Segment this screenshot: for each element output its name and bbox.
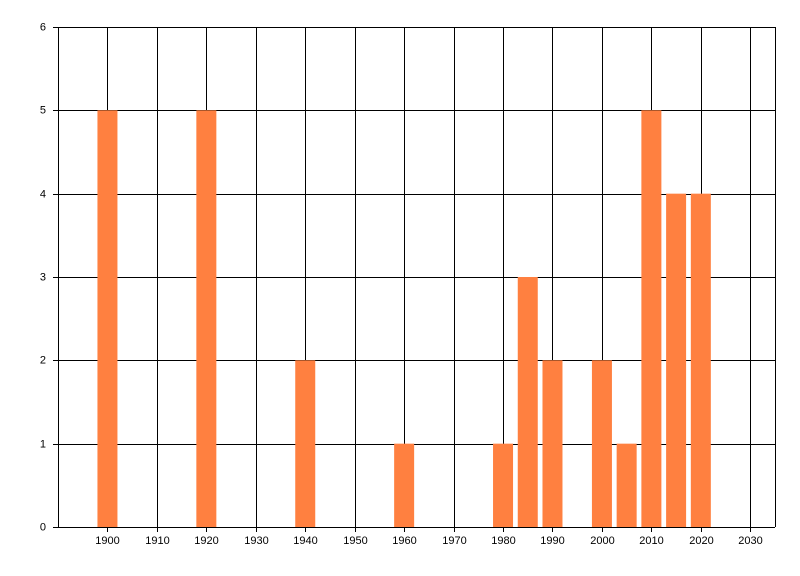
y-tick-label: 4: [40, 188, 46, 200]
bar: [196, 110, 217, 527]
x-tick-label: 1960: [392, 535, 416, 547]
bar: [641, 110, 662, 527]
x-tick-label: 2020: [689, 535, 713, 547]
bar: [394, 443, 415, 527]
y-tick-label: 3: [40, 271, 46, 283]
x-tick-label: 1980: [491, 535, 515, 547]
x-tick-label: 1950: [343, 535, 367, 547]
x-tick-label: 1920: [194, 535, 218, 547]
x-tick-label: 1970: [442, 535, 466, 547]
bar: [517, 277, 538, 527]
x-tick-label: 1910: [145, 535, 169, 547]
x-tick-label: 1930: [244, 535, 268, 547]
bar: [591, 360, 612, 527]
bar: [97, 110, 118, 527]
x-tick-label: 1940: [293, 535, 317, 547]
bar: [690, 193, 711, 527]
x-tick-label: 2030: [738, 535, 762, 547]
x-tick-label: 2000: [590, 535, 614, 547]
y-tick-label: 0: [40, 521, 46, 533]
bar: [666, 193, 687, 527]
x-tick-label: 1990: [540, 535, 564, 547]
bar: [295, 360, 316, 527]
x-tick-label: 1900: [95, 535, 119, 547]
bar: [542, 360, 563, 527]
bar: [616, 443, 637, 527]
y-tick-label: 1: [40, 438, 46, 450]
y-tick-label: 6: [40, 21, 46, 33]
bar: [493, 443, 514, 527]
y-tick-label: 5: [40, 104, 46, 116]
x-tick-label: 2010: [639, 535, 663, 547]
y-tick-label: 2: [40, 354, 46, 366]
